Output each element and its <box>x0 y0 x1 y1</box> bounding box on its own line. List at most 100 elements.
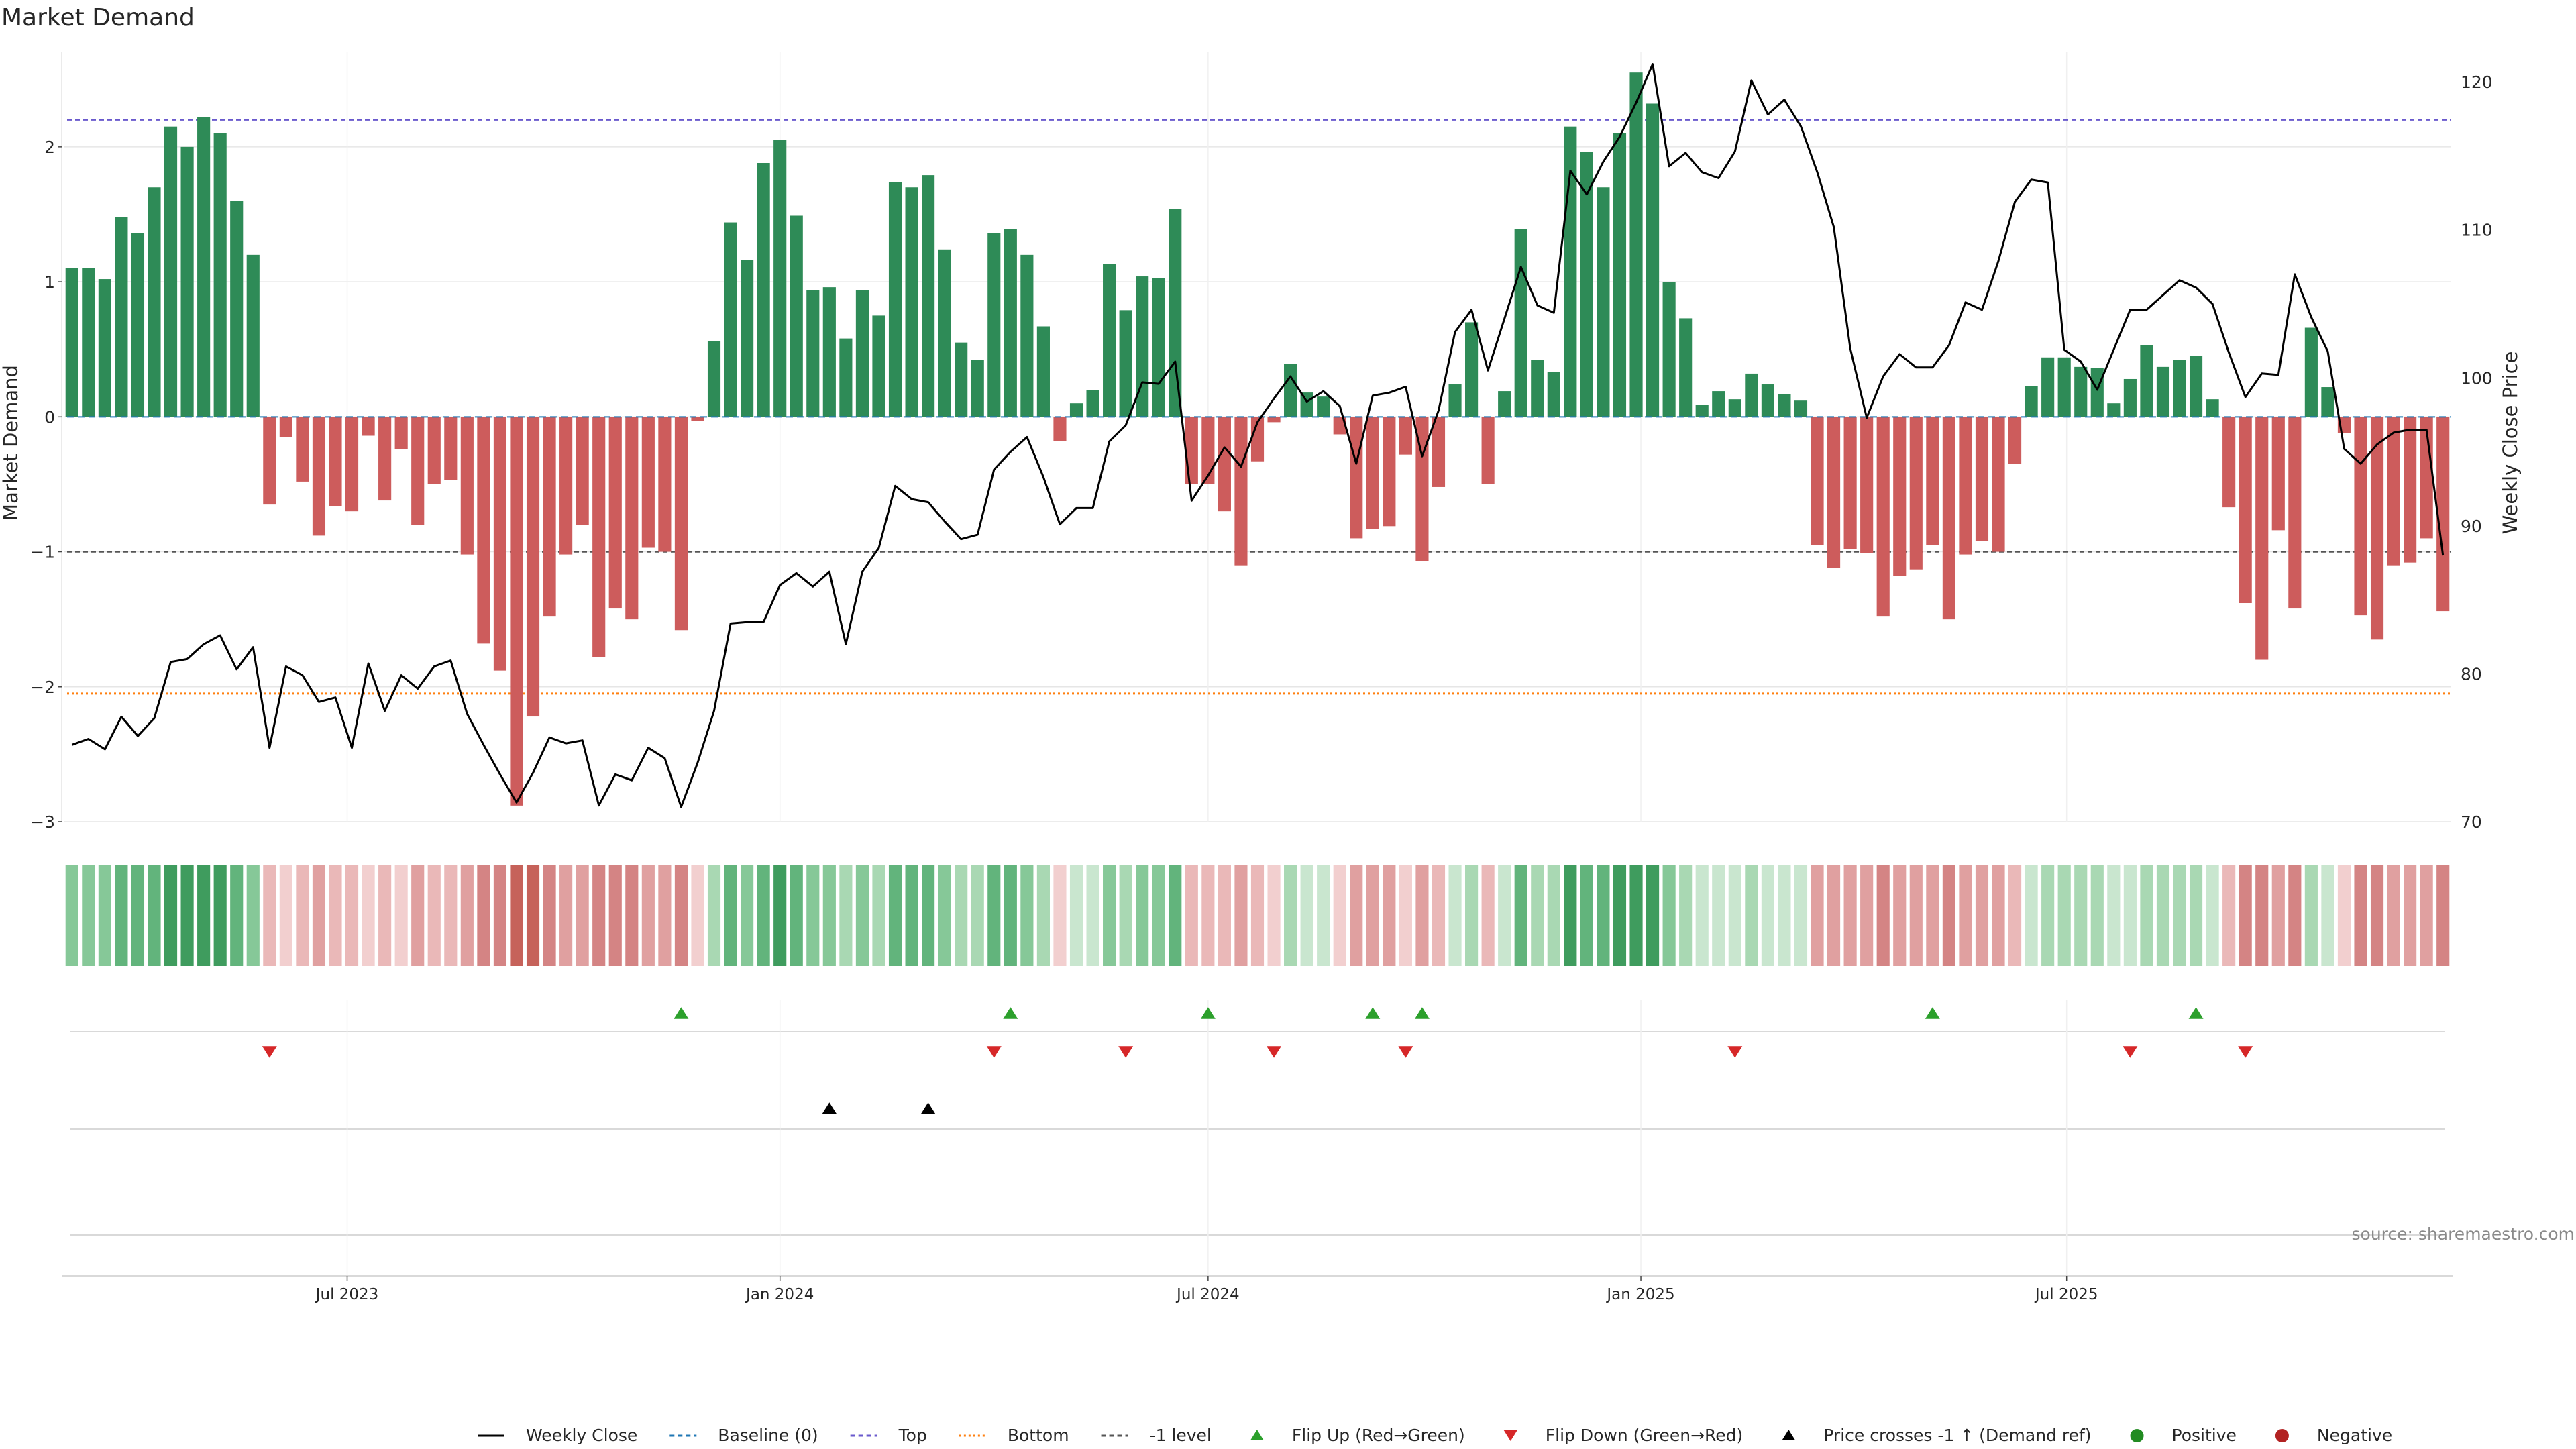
flip-up-marker <box>1200 1007 1216 1019</box>
y2-axis-label: Weekly Close Price <box>2499 352 2522 535</box>
positive-bar <box>82 268 95 417</box>
strip-cell <box>378 865 392 966</box>
negative-bar <box>2239 417 2252 604</box>
legend-swatch <box>1503 1430 1517 1441</box>
strip-cell <box>2304 865 2318 966</box>
positive-bar <box>164 126 178 417</box>
strip-cell <box>1662 865 1676 966</box>
strip-cell <box>987 865 1001 966</box>
strip-cell <box>1366 865 1379 966</box>
strip-cell <box>1119 865 1132 966</box>
legend-item: -1 level <box>1101 1426 1212 1445</box>
negative-bar <box>576 417 589 525</box>
strip-cell <box>1564 865 1577 966</box>
strip-cell <box>2420 865 2433 966</box>
strip-cell <box>2025 865 2038 966</box>
negative-bar <box>444 417 458 480</box>
flip-down-marker <box>262 1046 277 1058</box>
strip-cell <box>790 865 803 966</box>
legend-item: Weekly Close <box>478 1426 637 1445</box>
flip-up-marker <box>1365 1007 1381 1019</box>
strip-cell <box>1136 865 1149 966</box>
strip-cell <box>1580 865 1593 966</box>
strip-cell <box>2090 865 2104 966</box>
negative-bar <box>1827 417 1841 568</box>
flip-up-marker <box>1414 1007 1430 1019</box>
strip-cell <box>1103 865 1116 966</box>
positive-bar <box>65 268 78 417</box>
flip-down-marker <box>1727 1046 1743 1058</box>
price-cross-marker <box>920 1102 936 1114</box>
flip-up-markers <box>674 1007 2204 1019</box>
negative-bar <box>1843 417 1857 549</box>
right-y-axis: 70 80 90 100 110 120 <box>2461 72 2493 832</box>
negative-bar <box>378 417 392 501</box>
negative-bar <box>625 417 639 620</box>
positive-bar <box>1465 322 1479 417</box>
positive-bar <box>1629 72 1643 417</box>
strip-cell <box>164 865 178 966</box>
y-axis-label: Market Demand <box>0 365 22 521</box>
strip-cell <box>741 865 754 966</box>
positive-bar <box>2090 368 2104 417</box>
strip-cell <box>1629 865 1643 966</box>
negative-bar <box>263 417 276 505</box>
positive-bar <box>1317 396 1330 417</box>
positive-bar <box>757 163 770 417</box>
positive-bar <box>1712 391 1725 417</box>
legend-item: Positive <box>2130 1426 2237 1445</box>
negative-bar <box>658 417 672 552</box>
strip-cell <box>197 865 211 966</box>
negative-bar <box>2387 417 2400 566</box>
negative-bar <box>691 417 704 421</box>
positive-bar <box>1514 229 1527 417</box>
negative-bar <box>312 417 326 536</box>
y2-tick-label: 120 <box>2461 72 2493 92</box>
strip-cell <box>477 865 490 966</box>
strip-cell <box>2354 865 2367 966</box>
strip-cell <box>1728 865 1741 966</box>
strip-cell <box>1004 865 1017 966</box>
strip-cell <box>806 865 820 966</box>
strip-cell <box>1350 865 1363 966</box>
strip-cell <box>576 865 589 966</box>
positive-bar <box>1547 372 1560 417</box>
negative-bar <box>427 417 441 484</box>
strip-cell <box>2239 865 2252 966</box>
positive-bar <box>2189 356 2203 417</box>
positive-bar <box>1119 310 1132 417</box>
strip-cell <box>971 865 984 966</box>
strip-cell <box>1086 865 1099 966</box>
positive-bar <box>806 290 820 417</box>
strip-cell <box>1778 865 1791 966</box>
negative-bar <box>2370 417 2384 640</box>
negative-bar <box>1350 417 1363 539</box>
negative-bar <box>1959 417 1972 555</box>
strip-cell <box>362 865 375 966</box>
negative-bar <box>1481 417 1495 484</box>
legend-item: Baseline (0) <box>669 1426 818 1445</box>
positive-bar <box>98 279 111 417</box>
strip-cell <box>312 865 326 966</box>
positive-bar <box>1152 278 1165 417</box>
strip-cell <box>1893 865 1907 966</box>
left-y-axis: −3 −2 −1 0 1 2 <box>30 138 62 832</box>
positive-bar <box>1745 373 1758 417</box>
positive-bar <box>822 287 836 417</box>
strip-cell <box>1514 865 1527 966</box>
strip-cell <box>2140 865 2153 966</box>
negative-bar <box>674 417 688 631</box>
legend-swatch <box>1250 1430 1264 1440</box>
positive-bar <box>1020 254 1034 417</box>
strip-cell <box>1860 865 1874 966</box>
strip-cell <box>872 865 885 966</box>
negative-bar <box>543 417 556 617</box>
positive-bar <box>1613 133 1627 417</box>
strip-cell <box>1547 865 1560 966</box>
strip-cell <box>1876 865 1890 966</box>
negative-bar <box>1992 417 2005 552</box>
strip-cell <box>724 865 737 966</box>
price-cross-marker <box>822 1102 837 1114</box>
positive-bar <box>2107 403 2121 417</box>
